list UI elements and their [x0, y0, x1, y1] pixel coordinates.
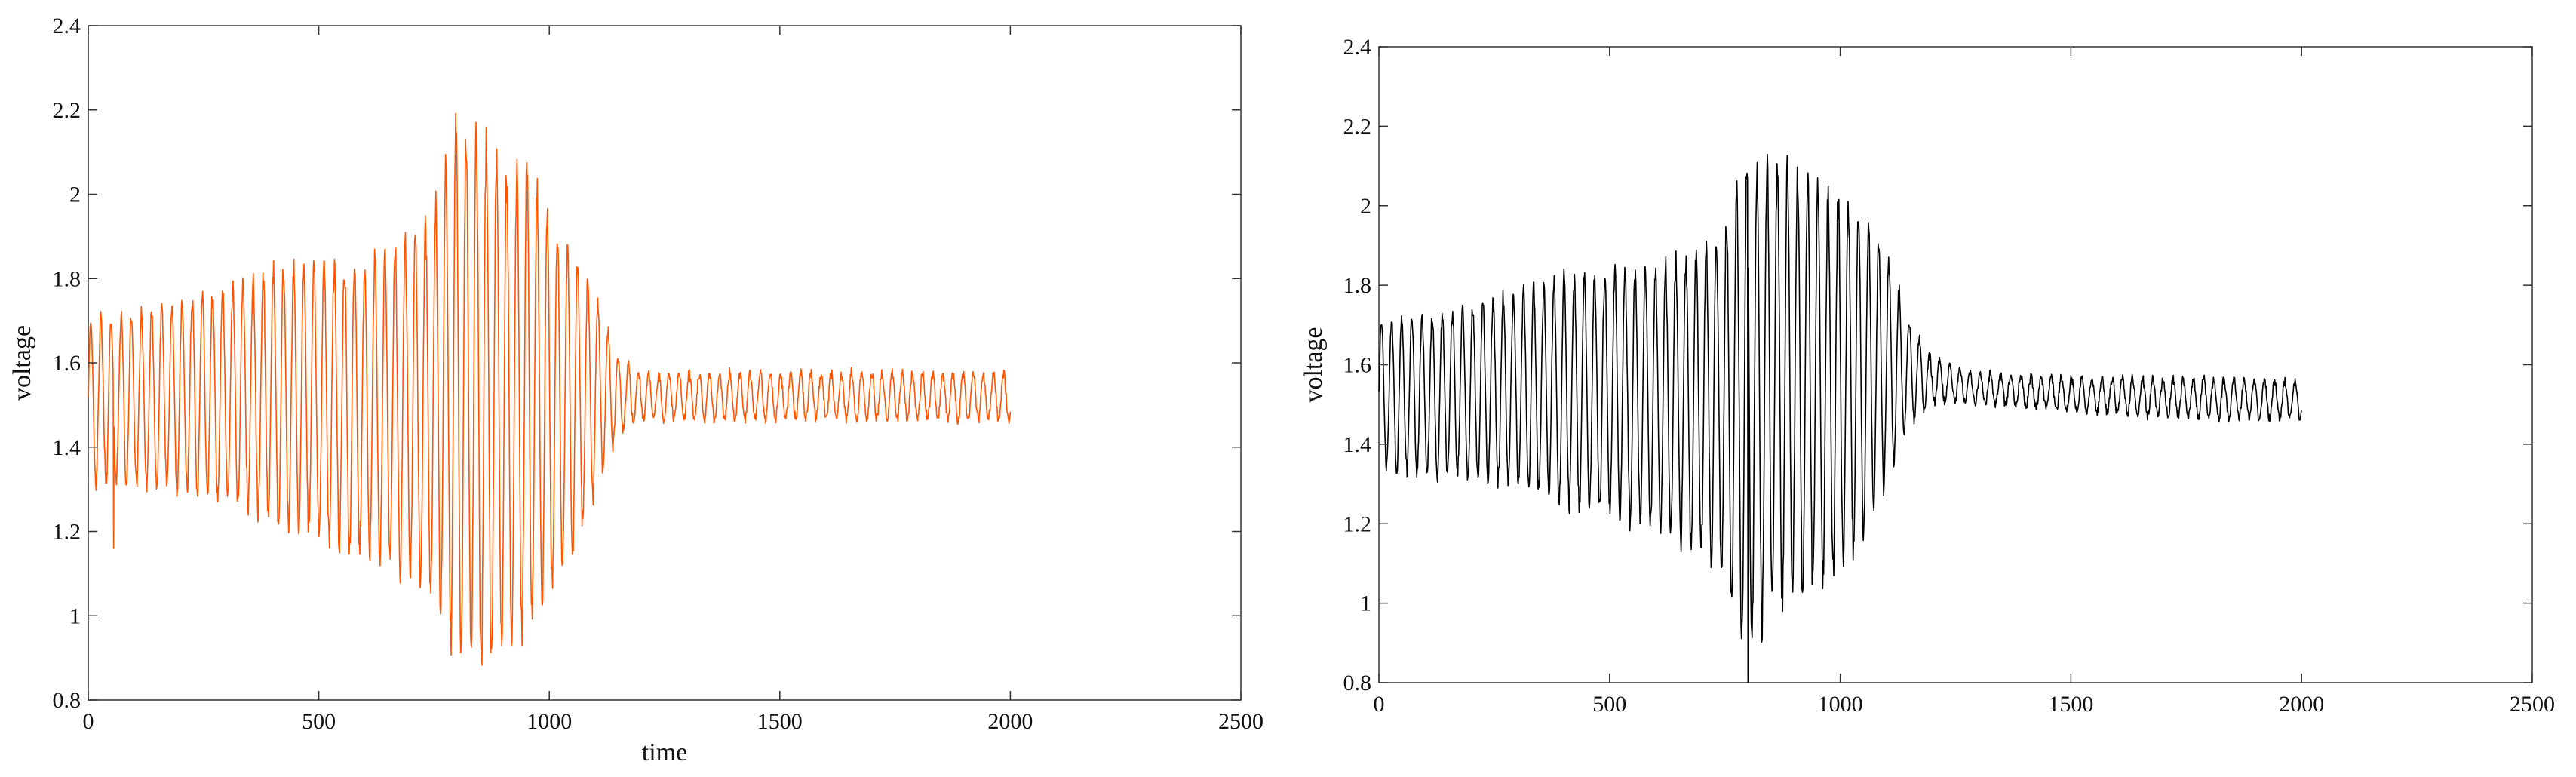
y-tick-label: 2 — [1360, 194, 1371, 219]
y-tick-label: 1.8 — [53, 266, 81, 291]
y-tick-label: 1.8 — [1343, 273, 1372, 298]
x-tick-label: 1500 — [2048, 692, 2093, 717]
y-tick-label: 1 — [69, 603, 81, 628]
x-axis-title: time — [642, 739, 687, 766]
y-tick-label: 2.4 — [53, 14, 81, 38]
series-line — [1378, 153, 2302, 683]
x-tick-label: 1500 — [757, 709, 803, 734]
y-tick-label: 1.2 — [1343, 511, 1372, 536]
y-tick-label: 2.4 — [1343, 35, 1372, 60]
y-tick-label: 0.8 — [1343, 671, 1372, 696]
x-tick-label: 2500 — [1218, 709, 1263, 734]
y-tick-label: 1.2 — [53, 520, 81, 545]
y-tick-label: 1 — [1360, 591, 1371, 616]
x-tick-label: 0 — [1374, 692, 1385, 717]
y-axis-title: voltage — [1300, 327, 1328, 402]
chart-left: 0 500 1000 1500 2000 2500 0.8 1 1.2 1.4 1.6 1.8 2 2.2… — [8, 14, 1263, 766]
x-tick-label: 500 — [1592, 692, 1626, 717]
y-tick-label: 2.2 — [53, 98, 81, 123]
y-tick-label: 1.4 — [1343, 432, 1372, 457]
chart-right: 0 500 1000 1500 2000 2500 0.8 1 1.2 1.4 1.6 1.8 2 2.2… — [1300, 35, 2555, 717]
y-tick-label: 2.2 — [1343, 114, 1372, 139]
x-tick-label: 1000 — [1818, 692, 1863, 717]
x-tick-label: 2000 — [2279, 692, 2324, 717]
y-tick-label: 0.8 — [53, 688, 81, 713]
series-line — [88, 112, 1012, 666]
x-tick-label: 2000 — [987, 709, 1033, 734]
y-tick-label: 1.6 — [53, 351, 81, 376]
y-axis-title: voltage — [8, 325, 36, 401]
x-tick-label: 500 — [302, 709, 336, 734]
x-tick-label: 1000 — [527, 709, 572, 734]
y-tick-label: 2 — [69, 183, 81, 207]
x-tick-label: 0 — [83, 709, 94, 734]
y-tick-label: 1.4 — [53, 435, 81, 460]
y-tick-label: 1.6 — [1343, 353, 1372, 378]
x-tick-label: 2500 — [2510, 692, 2555, 717]
